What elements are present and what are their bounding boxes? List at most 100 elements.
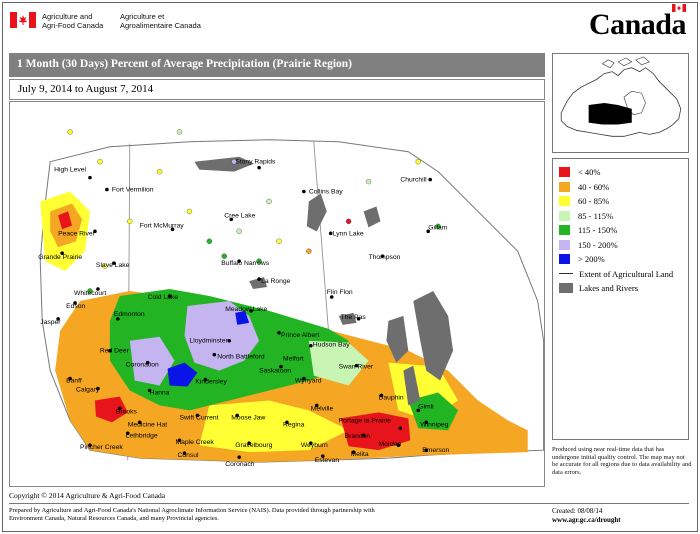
city-label-hanna: Hanna	[150, 389, 170, 396]
created-date: Created: 08/08/14	[552, 507, 603, 515]
city-label-banff: Banff	[66, 378, 82, 385]
lac-la-ronge	[249, 277, 268, 290]
city-label-melita: Melita	[351, 451, 369, 458]
map-title: 1 Month (30 Days) Percent of Average Pre…	[9, 53, 545, 77]
city-label-lloydminster: Lloydminster	[189, 338, 228, 345]
city-label-slave-lake: Slave Lake	[96, 262, 130, 269]
city-label-medicine-hat: Medicine Hat	[128, 421, 168, 428]
ag-region-lightgreen	[308, 340, 369, 386]
legend-label: 40 - 60%	[578, 181, 610, 192]
city-label-pincher-creek: Pincher Creek	[80, 444, 123, 451]
lake-manitoba	[403, 365, 421, 406]
legend-label: > 200%	[578, 254, 605, 265]
lake-athabasca	[194, 156, 255, 172]
date-range: July 9, 2014 to August 7, 2014	[9, 79, 545, 100]
legend-label: Lakes and Rivers	[579, 283, 639, 294]
ag-region-blue-2	[235, 310, 250, 325]
legend-item-gt200: > 200%	[559, 252, 682, 267]
ag-region-yellow	[199, 400, 349, 453]
inset-north-islands	[601, 56, 650, 69]
city-label-thompson: Thompson	[369, 254, 401, 261]
legend-item-85-115: 85 - 115%	[559, 209, 682, 224]
wordmark-flag-icon	[672, 4, 686, 12]
legend-label: 85 - 115%	[578, 210, 614, 221]
city-label-weyburn: Weyburn	[301, 442, 328, 449]
legend: < 40% 40 - 60% 60 - 85% 85 - 115% 115 - …	[552, 158, 689, 440]
city-label-churchill: Churchill	[400, 177, 427, 184]
city-label-fort-mcmurray: Fort McMurray	[140, 222, 185, 229]
city-label-prince-albert: Prince Albert	[281, 332, 319, 339]
legend-swatch	[559, 283, 573, 294]
city-label-melfort: Melfort	[283, 356, 304, 363]
drought-url-link[interactable]: www.agr.gc.ca/drought	[552, 515, 621, 524]
ag-region-red-mb	[340, 412, 411, 451]
city-label-cree-lake: Cree Lake	[224, 212, 255, 219]
city-label-gimli: Gimli	[418, 403, 434, 410]
city-label-north-battleford: North Battleford	[217, 354, 265, 361]
dept-fr-line1: Agriculture et	[120, 12, 165, 21]
city-label-emerson: Emerson	[422, 447, 449, 454]
city-label-portage-la-prairie: Portage la Prairie	[339, 417, 391, 424]
city-labels: High Level Fort Vermilion Stony Rapids C…	[38, 159, 449, 468]
city-label-cold-lake: Cold Lake	[148, 294, 179, 301]
city-label-melville: Melville	[311, 405, 334, 412]
inset-prairie-region	[588, 103, 632, 125]
legend-label: 60 - 85%	[578, 196, 610, 207]
prepared-by-notice: Prepared by Agriculture and Agri-Food Ca…	[9, 507, 469, 523]
legend-swatch	[559, 225, 570, 236]
city-label-fort-vermilion: Fort Vermilion	[112, 187, 154, 194]
southern-indian-lake	[363, 206, 381, 228]
legend-swatch	[559, 210, 570, 221]
city-label-flin-flon: Flin Flon	[327, 289, 353, 296]
created-info: Created: 08/08/14 www.agr.gc.ca/drought	[552, 507, 621, 524]
city-label-high-level: High Level	[54, 167, 86, 174]
city-label-brooks: Brooks	[116, 408, 138, 415]
ag-region-interlake-green	[408, 392, 459, 431]
ag-region-red-sw	[94, 396, 128, 423]
city-label-the-pas: The Pas	[341, 314, 367, 321]
city-label-estevan: Estevan	[315, 457, 340, 464]
canada-wordmark: Canada	[588, 8, 687, 41]
city-label-edmonton: Edmonton	[114, 311, 145, 318]
city-label-peace-river: Peace River	[58, 230, 96, 237]
city-label-wynyard: Wynyard	[295, 378, 322, 385]
precipitation-map: High Level Fort Vermilion Stony Rapids C…	[9, 101, 545, 487]
legend-swatch	[559, 181, 570, 192]
data-disclaimer: Produced using near real-time data that …	[552, 446, 692, 476]
city-label-saskatoon: Saskatoon	[259, 368, 291, 375]
city-label-buffalo-narrows: Buffalo Narrows	[221, 260, 270, 267]
city-label-regina: Regina	[283, 421, 305, 428]
legend-swatch	[559, 167, 570, 178]
city-label-coronation: Coronation	[126, 362, 159, 369]
city-label-lynn-lake: Lynn Lake	[333, 230, 364, 237]
city-markers	[56, 165, 432, 459]
city-label-gillam: Gillam	[428, 224, 448, 231]
ag-region-peace-red	[58, 211, 73, 230]
lake-winnipeg	[413, 291, 454, 381]
legend-item-150-200: 150 - 200%	[559, 238, 682, 253]
cedar-lake	[338, 312, 357, 325]
legend-label: 115 - 150%	[578, 225, 618, 236]
legend-item-lt40: < 40%	[559, 165, 682, 180]
legend-item-60-85: 60 - 85%	[559, 194, 682, 209]
legend-swatch	[559, 196, 570, 207]
legend-item-40-60: 40 - 60%	[559, 180, 682, 195]
city-label-swift-current: Swift Current	[180, 414, 219, 421]
city-label-edson: Edson	[66, 303, 85, 310]
city-label-moose-jaw: Moose Jaw	[231, 414, 265, 421]
city-label-winnipeg: Winnipeg	[420, 421, 448, 428]
inset-canada-outline	[560, 67, 682, 137]
legend-label: Extent of Agricultural Land	[579, 268, 674, 279]
lakes-and-rivers	[194, 156, 454, 406]
legend-swatch	[559, 254, 570, 265]
legend-label: < 40%	[578, 167, 601, 178]
city-label-morden: Morden	[378, 441, 401, 448]
dept-en-line1: Agriculture and	[42, 12, 93, 21]
legend-label: 150 - 200%	[578, 239, 618, 250]
city-label-gravelbourg: Gravelbourg	[235, 442, 272, 449]
ag-region-blue	[167, 362, 198, 387]
city-label-lethbridge: Lethbridge	[126, 432, 158, 439]
city-label-kindersley: Kindersley	[195, 379, 227, 386]
city-label-meadow-lake: Meadow Lake	[225, 306, 267, 313]
